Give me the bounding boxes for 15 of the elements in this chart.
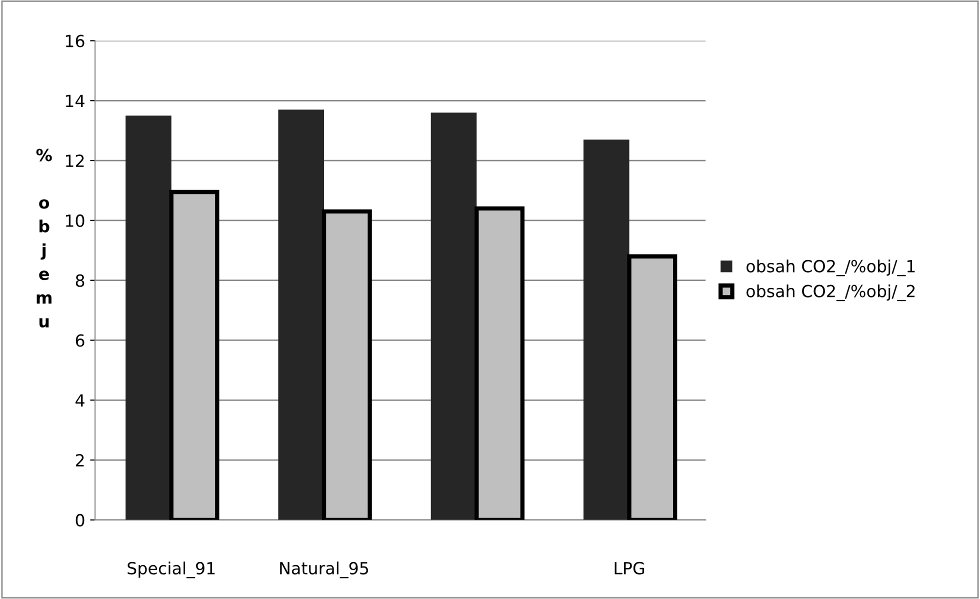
legend-label: obsah CO2_/%obj/_1 — [746, 260, 915, 276]
y-tick-label: 10 — [66, 214, 84, 227]
y-tick-label: 0 — [76, 514, 84, 526]
text: % objemu — [36, 148, 52, 328]
y-tick-label: 8 — [76, 274, 84, 287]
x-tick-label: LPG — [614, 562, 644, 574]
y-tick-label: 6 — [76, 334, 84, 347]
y-tick-label: 12 — [66, 154, 84, 167]
y-tick-label: 14 — [66, 94, 84, 107]
legend-label: obsah CO2_/%obj/_2 — [746, 284, 915, 302]
y-tick-label: 4 — [76, 394, 84, 406]
x-tick-label: Special_91 — [128, 562, 215, 578]
y-tick-label: 16 — [66, 34, 84, 48]
x-tick-label: Natural_95 — [280, 562, 368, 578]
y-tick-label: 2 — [76, 454, 84, 466]
